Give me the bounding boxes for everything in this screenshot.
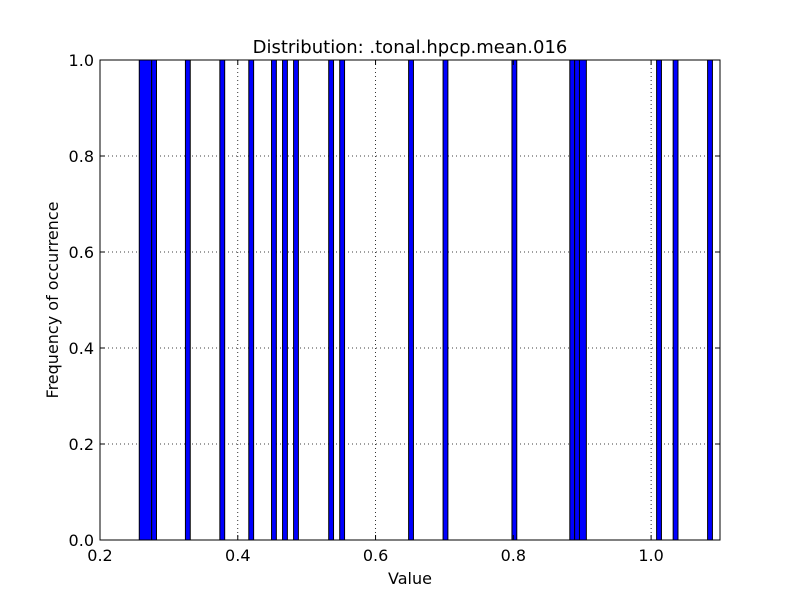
histogram-bar: [293, 59, 299, 541]
y-tick-label: 0.6: [69, 243, 94, 262]
histogram-bar: [248, 59, 255, 541]
histogram-bar: [282, 59, 288, 541]
y-tick-label: 0.0: [69, 531, 94, 550]
histogram-bar: [511, 59, 518, 541]
histogram-bar: [656, 59, 662, 541]
histogram-bar: [672, 59, 679, 541]
tick-labels: 0.2 0.4 0.6 0.8 1.00.00.20.40.60.81.0: [69, 51, 664, 565]
x-tick-label: 0.2: [87, 546, 112, 565]
histogram-bar: [707, 59, 713, 541]
histogram-bar: [219, 59, 226, 541]
histogram-bar: [339, 59, 346, 541]
y-tick-label: 0.8: [69, 147, 94, 166]
chart-title: Distribution: .tonal.hpcp.mean.016: [253, 37, 568, 58]
histogram-bar: [138, 59, 153, 541]
histogram-bar: [569, 59, 576, 541]
histogram-bar: [151, 59, 157, 541]
x-tick-label: 0.6: [363, 546, 388, 565]
histogram-bar: [328, 59, 335, 541]
y-tick-label: 1.0: [69, 51, 94, 70]
plot-frame: [99, 59, 721, 541]
histogram-bar: [408, 59, 414, 541]
histogram-bar: [184, 59, 191, 541]
histogram-bar: [574, 59, 580, 541]
histogram-bar: [442, 59, 449, 541]
x-tick-label: 1.0: [638, 546, 663, 565]
histogram-bar: [578, 59, 587, 541]
x-tick-label: 0.4: [225, 546, 250, 565]
y-tick-label: 0.4: [69, 339, 94, 358]
x-axis-label: Value: [388, 569, 432, 588]
x-tick-label: 0.8: [501, 546, 526, 565]
histogram-bar: [271, 59, 277, 541]
y-axis-label: Frequency of occurrence: [43, 202, 62, 399]
y-tick-label: 0.2: [69, 435, 94, 454]
